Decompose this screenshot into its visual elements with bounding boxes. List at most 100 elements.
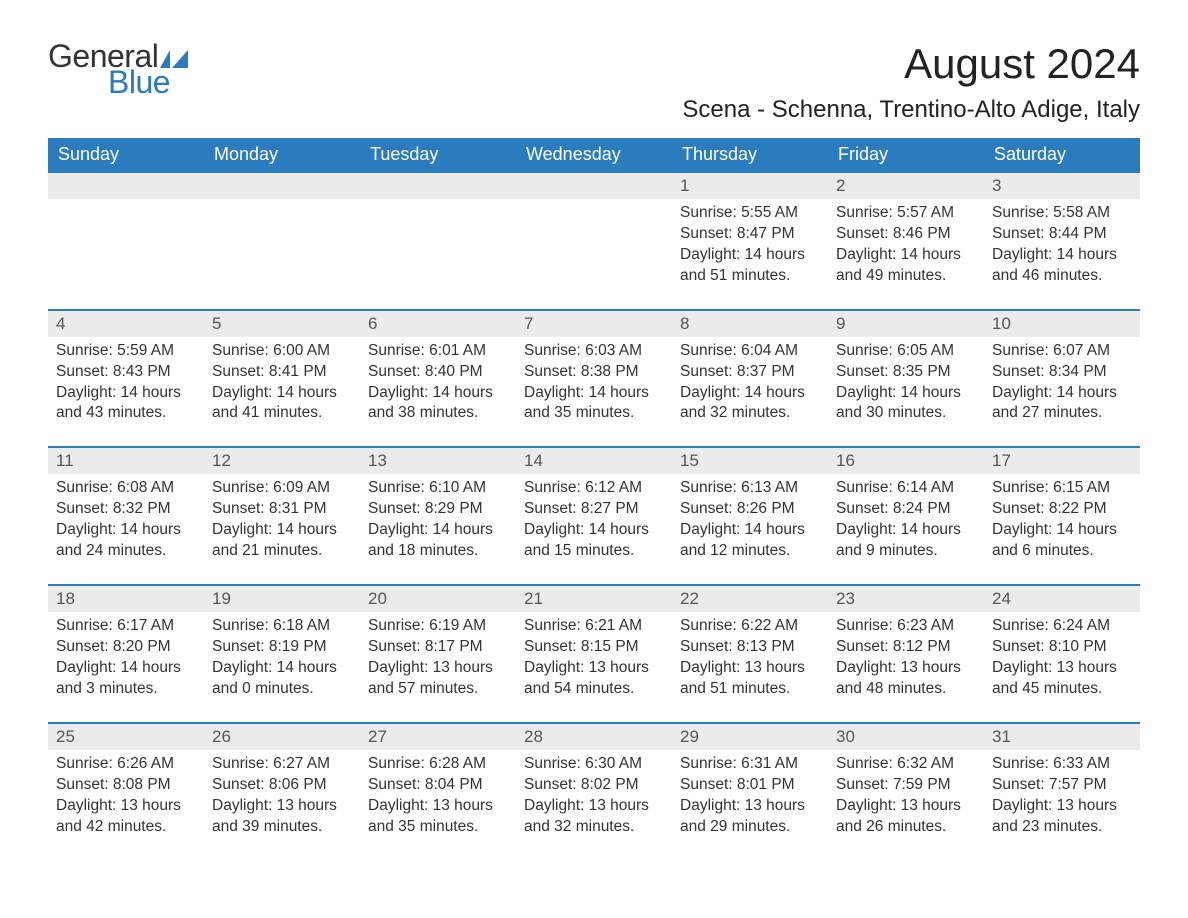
daylight-text: Daylight: 14 hours and 27 minutes. [992, 383, 1132, 425]
sunrise-text: Sunrise: 5:55 AM [680, 203, 820, 224]
sunset-text: Sunset: 8:20 PM [56, 637, 196, 658]
day-details: Sunrise: 6:22 AMSunset: 8:13 PMDaylight:… [672, 612, 828, 714]
calendar-day: 23Sunrise: 6:23 AMSunset: 8:12 PMDayligh… [828, 584, 984, 714]
calendar-day: 11Sunrise: 6:08 AMSunset: 8:32 PMDayligh… [48, 446, 204, 576]
sunrise-text: Sunrise: 6:19 AM [368, 616, 508, 637]
daylight-text: Daylight: 13 hours and 35 minutes. [368, 796, 508, 838]
calendar-day: 10Sunrise: 6:07 AMSunset: 8:34 PMDayligh… [984, 309, 1140, 439]
day-details: Sunrise: 6:32 AMSunset: 7:59 PMDaylight:… [828, 750, 984, 852]
sunset-text: Sunset: 8:40 PM [368, 362, 508, 383]
daylight-text: Daylight: 14 hours and 24 minutes. [56, 520, 196, 562]
day-number: 24 [984, 586, 1140, 612]
day-details: Sunrise: 6:23 AMSunset: 8:12 PMDaylight:… [828, 612, 984, 714]
calendar-day: 18Sunrise: 6:17 AMSunset: 8:20 PMDayligh… [48, 584, 204, 714]
day-details: Sunrise: 6:31 AMSunset: 8:01 PMDaylight:… [672, 750, 828, 852]
day-number: 29 [672, 724, 828, 750]
weekday-header: Tuesday [360, 138, 516, 171]
calendar-day: 16Sunrise: 6:14 AMSunset: 8:24 PMDayligh… [828, 446, 984, 576]
sunrise-text: Sunrise: 6:17 AM [56, 616, 196, 637]
daylight-text: Daylight: 14 hours and 0 minutes. [212, 658, 352, 700]
calendar-day: 27Sunrise: 6:28 AMSunset: 8:04 PMDayligh… [360, 722, 516, 852]
day-details: Sunrise: 6:00 AMSunset: 8:41 PMDaylight:… [204, 337, 360, 439]
sunset-text: Sunset: 8:38 PM [524, 362, 664, 383]
day-details: Sunrise: 6:19 AMSunset: 8:17 PMDaylight:… [360, 612, 516, 714]
daylight-text: Daylight: 14 hours and 51 minutes. [680, 245, 820, 287]
day-number: 26 [204, 724, 360, 750]
calendar-day: 13Sunrise: 6:10 AMSunset: 8:29 PMDayligh… [360, 446, 516, 576]
sunset-text: Sunset: 8:29 PM [368, 499, 508, 520]
day-number: 11 [48, 448, 204, 474]
sunrise-text: Sunrise: 6:10 AM [368, 478, 508, 499]
day-number: 6 [360, 311, 516, 337]
daylight-text: Daylight: 13 hours and 45 minutes. [992, 658, 1132, 700]
calendar-day-empty [360, 171, 516, 301]
daylight-text: Daylight: 14 hours and 12 minutes. [680, 520, 820, 562]
day-details: Sunrise: 5:57 AMSunset: 8:46 PMDaylight:… [828, 199, 984, 301]
sunrise-text: Sunrise: 6:05 AM [836, 341, 976, 362]
sunrise-text: Sunrise: 6:27 AM [212, 754, 352, 775]
sunrise-text: Sunrise: 6:13 AM [680, 478, 820, 499]
day-number: 22 [672, 586, 828, 612]
day-details: Sunrise: 6:10 AMSunset: 8:29 PMDaylight:… [360, 474, 516, 576]
day-number: 10 [984, 311, 1140, 337]
day-number: 4 [48, 311, 204, 337]
day-number: 5 [204, 311, 360, 337]
daylight-text: Daylight: 14 hours and 49 minutes. [836, 245, 976, 287]
calendar-day: 28Sunrise: 6:30 AMSunset: 8:02 PMDayligh… [516, 722, 672, 852]
sunset-text: Sunset: 8:17 PM [368, 637, 508, 658]
calendar-week: 18Sunrise: 6:17 AMSunset: 8:20 PMDayligh… [48, 584, 1140, 714]
calendar-day: 21Sunrise: 6:21 AMSunset: 8:15 PMDayligh… [516, 584, 672, 714]
day-details: Sunrise: 6:17 AMSunset: 8:20 PMDaylight:… [48, 612, 204, 714]
day-number [360, 173, 516, 199]
day-details [204, 199, 360, 295]
calendar-day: 3Sunrise: 5:58 AMSunset: 8:44 PMDaylight… [984, 171, 1140, 301]
sunrise-text: Sunrise: 6:04 AM [680, 341, 820, 362]
sunrise-text: Sunrise: 6:21 AM [524, 616, 664, 637]
sunset-text: Sunset: 7:57 PM [992, 775, 1132, 796]
calendar-day: 8Sunrise: 6:04 AMSunset: 8:37 PMDaylight… [672, 309, 828, 439]
daylight-text: Daylight: 14 hours and 38 minutes. [368, 383, 508, 425]
sunset-text: Sunset: 8:15 PM [524, 637, 664, 658]
sunset-text: Sunset: 8:31 PM [212, 499, 352, 520]
sunrise-text: Sunrise: 6:24 AM [992, 616, 1132, 637]
day-number: 14 [516, 448, 672, 474]
sunrise-text: Sunrise: 6:30 AM [524, 754, 664, 775]
daylight-text: Daylight: 14 hours and 35 minutes. [524, 383, 664, 425]
sunrise-text: Sunrise: 6:26 AM [56, 754, 196, 775]
weekday-header: Saturday [984, 138, 1140, 171]
sunset-text: Sunset: 8:24 PM [836, 499, 976, 520]
sunrise-text: Sunrise: 6:28 AM [368, 754, 508, 775]
sunrise-text: Sunrise: 6:18 AM [212, 616, 352, 637]
daylight-text: Daylight: 13 hours and 39 minutes. [212, 796, 352, 838]
daylight-text: Daylight: 14 hours and 15 minutes. [524, 520, 664, 562]
day-number: 28 [516, 724, 672, 750]
calendar-day: 14Sunrise: 6:12 AMSunset: 8:27 PMDayligh… [516, 446, 672, 576]
calendar-day-empty [204, 171, 360, 301]
weekday-header: Friday [828, 138, 984, 171]
sunset-text: Sunset: 8:43 PM [56, 362, 196, 383]
day-details [516, 199, 672, 295]
daylight-text: Daylight: 14 hours and 9 minutes. [836, 520, 976, 562]
sunset-text: Sunset: 8:08 PM [56, 775, 196, 796]
day-number: 3 [984, 173, 1140, 199]
calendar-week: 1Sunrise: 5:55 AMSunset: 8:47 PMDaylight… [48, 171, 1140, 301]
page-title: August 2024 [682, 40, 1140, 88]
sunrise-text: Sunrise: 6:14 AM [836, 478, 976, 499]
day-number: 23 [828, 586, 984, 612]
day-details: Sunrise: 6:33 AMSunset: 7:57 PMDaylight:… [984, 750, 1140, 852]
daylight-text: Daylight: 14 hours and 30 minutes. [836, 383, 976, 425]
day-number: 20 [360, 586, 516, 612]
day-details: Sunrise: 6:15 AMSunset: 8:22 PMDaylight:… [984, 474, 1140, 576]
sunset-text: Sunset: 8:22 PM [992, 499, 1132, 520]
sunrise-text: Sunrise: 6:08 AM [56, 478, 196, 499]
day-details: Sunrise: 6:21 AMSunset: 8:15 PMDaylight:… [516, 612, 672, 714]
day-details: Sunrise: 6:05 AMSunset: 8:35 PMDaylight:… [828, 337, 984, 439]
calendar-day: 2Sunrise: 5:57 AMSunset: 8:46 PMDaylight… [828, 171, 984, 301]
sunrise-text: Sunrise: 6:23 AM [836, 616, 976, 637]
day-number: 25 [48, 724, 204, 750]
calendar-day: 20Sunrise: 6:19 AMSunset: 8:17 PMDayligh… [360, 584, 516, 714]
calendar-day: 19Sunrise: 6:18 AMSunset: 8:19 PMDayligh… [204, 584, 360, 714]
sunset-text: Sunset: 8:44 PM [992, 224, 1132, 245]
sunset-text: Sunset: 8:06 PM [212, 775, 352, 796]
sunset-text: Sunset: 8:04 PM [368, 775, 508, 796]
